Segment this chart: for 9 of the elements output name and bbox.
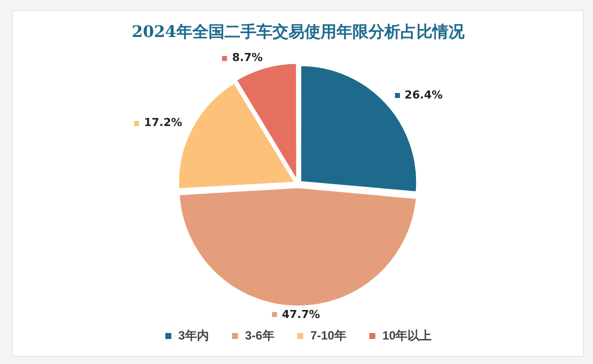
- legend-label: 3-6年: [244, 328, 274, 342]
- data-label: 8.7%: [232, 50, 263, 64]
- legend-label: 7-10年: [310, 328, 346, 342]
- data-label: 47.7%: [282, 308, 320, 321]
- legend-label: 3年内: [178, 328, 209, 342]
- chart-title: 2024年全国二手车交易使用年限分析占比情况: [132, 22, 466, 41]
- data-label: 26.4%: [404, 88, 443, 102]
- legend-label: 10年以上: [382, 328, 432, 342]
- data-label: 17.2%: [144, 116, 182, 130]
